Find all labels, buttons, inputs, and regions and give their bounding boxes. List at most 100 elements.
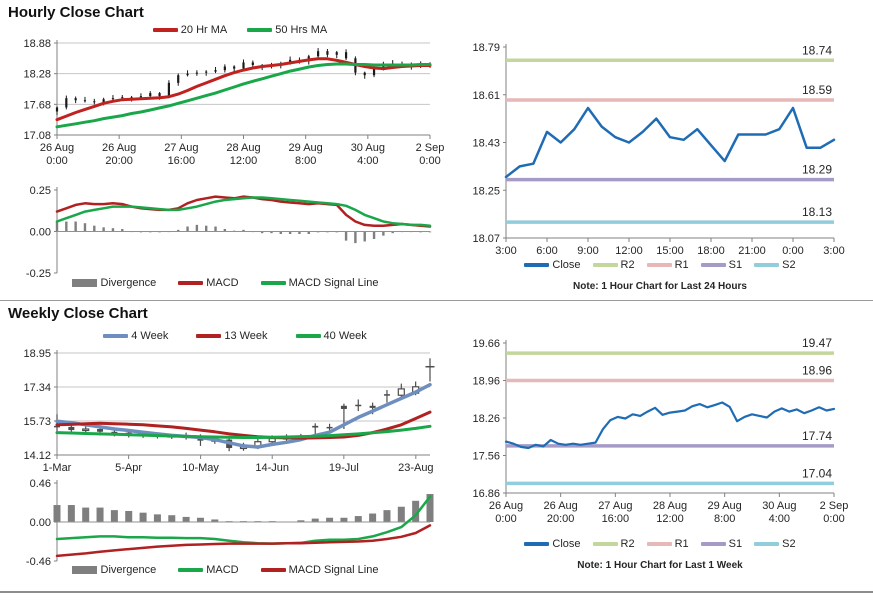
svg-text:18.29: 18.29 (802, 163, 832, 177)
ma13-swatch (196, 334, 222, 338)
legend-item: R2 (592, 538, 635, 550)
svg-text:17.04: 17.04 (802, 466, 832, 480)
legend-label: R2 (620, 538, 635, 550)
svg-text:30 Aug: 30 Aug (351, 142, 385, 154)
svg-text:17.34: 17.34 (23, 382, 51, 394)
legend-item: R2 (592, 259, 635, 271)
svg-text:18.25: 18.25 (472, 185, 500, 197)
svg-text:15.73: 15.73 (23, 416, 51, 428)
svg-text:18.61: 18.61 (472, 90, 500, 102)
40-week-line (55, 424, 432, 439)
macd-signal-swatch (260, 568, 286, 572)
r1-swatch (646, 542, 672, 546)
legend-item: S1 (700, 538, 742, 550)
svg-text:5-Apr: 5-Apr (115, 462, 142, 474)
macd-swatch (178, 281, 204, 285)
legend-item: 20 Hr MA (152, 24, 227, 36)
20-hr-ma-line (55, 57, 432, 122)
svg-text:14-Jun: 14-Jun (255, 462, 289, 474)
legend-label: S2 (782, 538, 796, 550)
svg-text:17.56: 17.56 (472, 451, 500, 463)
legend-label: 50 Hrs MA (275, 24, 328, 36)
svg-text:0:00: 0:00 (495, 513, 516, 525)
divergence-bars (53, 494, 434, 523)
candles (55, 48, 432, 116)
svg-text:14.12: 14.12 (23, 450, 51, 462)
svg-text:16:00: 16:00 (602, 513, 630, 525)
legend-item: R1 (646, 259, 689, 271)
svg-text:0.00: 0.00 (30, 517, 51, 529)
svg-text:18.88: 18.88 (23, 38, 51, 50)
svg-text:19-Jul: 19-Jul (329, 462, 359, 474)
svg-text:18.95: 18.95 (23, 348, 51, 360)
section-divider (0, 300, 873, 301)
svg-text:8:00: 8:00 (295, 155, 316, 167)
legend-label: MACD Signal Line (288, 277, 379, 289)
weekly-macd-legend: Divergence MACD MACD Signal Line (55, 564, 395, 576)
legend-item: S1 (700, 259, 742, 271)
hourly-section-title: Hourly Close Chart (8, 4, 144, 21)
r1-swatch (646, 263, 672, 267)
svg-text:0.46: 0.46 (30, 478, 51, 490)
legend-item: MACD (178, 277, 239, 289)
legend-item: 40 Week (295, 330, 367, 342)
svg-text:26 Aug: 26 Aug (489, 500, 523, 512)
svg-text:23-Aug: 23-Aug (398, 462, 433, 474)
svg-text:12:00: 12:00 (230, 155, 258, 167)
hourly-macd-chart: 0.25 0.00 -0.25 (26, 185, 432, 280)
svg-text:19.66: 19.66 (472, 338, 500, 350)
ma4-swatch (103, 334, 129, 338)
svg-text:-0.46: -0.46 (26, 556, 51, 567)
svg-text:18.79: 18.79 (472, 42, 500, 54)
svg-text:0:00: 0:00 (782, 245, 803, 257)
weekly-pivot-legend: Close R2 R1 S1 S2 (480, 538, 840, 550)
legend-item: 13 Week (196, 330, 268, 342)
legend-item: MACD Signal Line (260, 564, 378, 576)
svg-text:2 Sep: 2 Sep (820, 500, 849, 512)
r2-swatch (592, 263, 618, 267)
hourly-pivot-legend: Close R2 R1 S1 S2 (480, 259, 840, 271)
svg-text:18.59: 18.59 (802, 83, 832, 97)
50-hrs-ma-line (55, 62, 432, 129)
close-line (504, 401, 836, 450)
legend-item: Close (524, 538, 581, 550)
svg-text:9:00: 9:00 (577, 245, 598, 257)
svg-text:27 Aug: 27 Aug (164, 142, 198, 154)
legend-label: Divergence (100, 277, 157, 289)
weekly-price-legend: 4 Week 13 Week 40 Week (70, 330, 400, 342)
svg-text:27 Aug: 27 Aug (598, 500, 632, 512)
close-line (504, 106, 836, 179)
svg-text:17.08: 17.08 (23, 130, 51, 142)
svg-text:18:00: 18:00 (697, 245, 725, 257)
svg-text:20:00: 20:00 (547, 513, 575, 525)
legend-item: S2 (754, 259, 796, 271)
macd-signal-line-line (55, 196, 432, 227)
svg-text:0:00: 0:00 (46, 155, 67, 167)
ma20-swatch (152, 28, 178, 32)
legend-item: MACD (178, 564, 239, 576)
svg-text:0.00: 0.00 (30, 227, 51, 239)
weekly-pivot-note: Note: 1 Hour Chart for Last 1 Week (577, 560, 743, 571)
s1-swatch (700, 542, 726, 546)
legend-label: 4 Week (131, 330, 169, 342)
s2-swatch (754, 542, 780, 546)
svg-text:3:00: 3:00 (495, 245, 516, 257)
svg-text:18.26: 18.26 (472, 413, 500, 425)
4-week-line (55, 382, 432, 449)
svg-text:15:00: 15:00 (656, 245, 684, 257)
svg-text:4:00: 4:00 (357, 155, 378, 167)
svg-text:30 Aug: 30 Aug (762, 500, 796, 512)
hourly-macd-legend: Divergence MACD MACD Signal Line (55, 277, 395, 289)
svg-text:21:00: 21:00 (738, 245, 766, 257)
svg-text:18.74: 18.74 (802, 43, 832, 57)
svg-text:16.86: 16.86 (472, 488, 500, 500)
legend-label: Close (552, 259, 581, 271)
legend-item: S2 (754, 538, 796, 550)
ma50-swatch (247, 28, 273, 32)
legend-label: R1 (674, 538, 689, 550)
svg-text:6:00: 6:00 (536, 245, 557, 257)
s2-swatch (754, 263, 780, 267)
legend-label: Divergence (100, 564, 157, 576)
